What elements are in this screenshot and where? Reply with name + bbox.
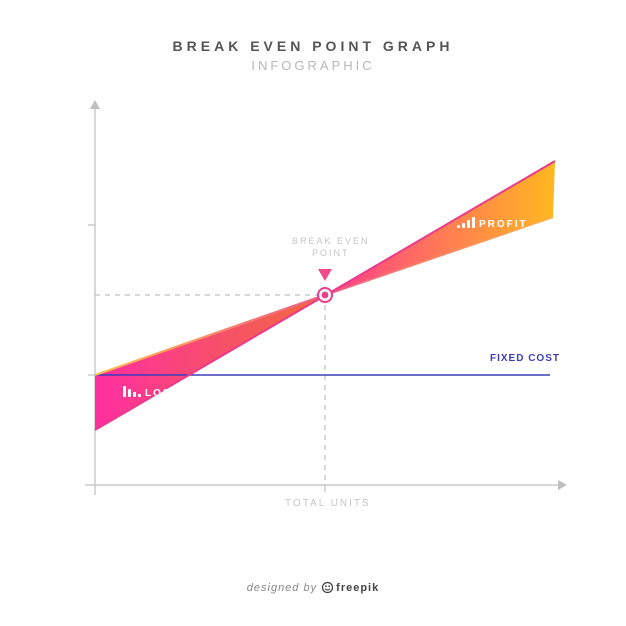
page-subtitle: INFOGRAPHIC bbox=[0, 58, 626, 73]
chart-svg bbox=[55, 95, 575, 525]
page: BREAK EVEN POINT GRAPH INFOGRAPHIC bbox=[0, 0, 626, 626]
bar-chart-up-icon bbox=[457, 216, 475, 228]
bep-label-line2: POINT bbox=[312, 248, 350, 258]
x-axis-label: TOTAL UNITS bbox=[285, 498, 371, 509]
y-axis-arrow bbox=[90, 100, 100, 109]
bar-chart-down-icon bbox=[123, 385, 141, 397]
loss-label: LOSS bbox=[123, 385, 180, 399]
bep-label-line1: BREAK EVEN bbox=[292, 236, 370, 246]
profit-label: PROFIT bbox=[457, 216, 528, 230]
profit-text: PROFIT bbox=[479, 219, 528, 230]
freepik-logo-icon bbox=[321, 581, 334, 596]
footer-credit: designed by freepik bbox=[0, 581, 626, 596]
break-even-chart: BREAK EVEN POINT FIXED COST LOSS PROFIT … bbox=[55, 95, 575, 525]
bep-label: BREAK EVEN POINT bbox=[292, 235, 370, 259]
bep-marker-dot bbox=[322, 292, 329, 299]
loss-text: LOSS bbox=[145, 388, 180, 399]
bep-pointer-triangle bbox=[318, 269, 332, 281]
x-axis-arrow bbox=[558, 480, 567, 490]
footer-prefix: designed by bbox=[247, 582, 321, 594]
page-title: BREAK EVEN POINT GRAPH bbox=[0, 38, 626, 54]
fixed-cost-label: FIXED COST bbox=[490, 353, 560, 364]
footer-brand: freepik bbox=[336, 582, 379, 594]
